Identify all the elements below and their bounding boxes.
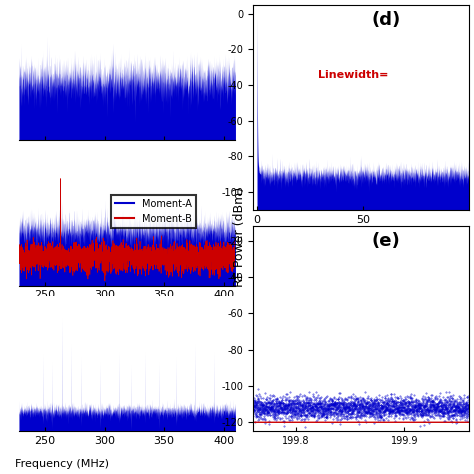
Text: Frequency (MHz): Frequency (MHz) xyxy=(15,459,109,469)
Legend: Moment-A, Moment-B: Moment-A, Moment-B xyxy=(111,195,196,228)
Text: (e): (e) xyxy=(372,232,401,250)
Text: (d): (d) xyxy=(372,11,401,29)
Text: RF Power (dBm): RF Power (dBm) xyxy=(233,187,246,287)
Text: Linewidth=: Linewidth= xyxy=(318,70,388,81)
